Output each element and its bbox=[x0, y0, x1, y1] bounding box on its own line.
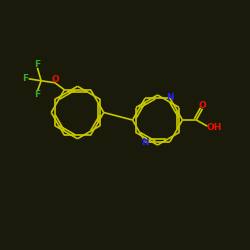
Text: N: N bbox=[166, 93, 174, 102]
Text: O: O bbox=[51, 75, 59, 84]
Text: F: F bbox=[22, 74, 28, 83]
Text: F: F bbox=[34, 90, 40, 99]
Text: OH: OH bbox=[207, 123, 222, 132]
Text: N: N bbox=[141, 138, 149, 147]
Text: F: F bbox=[34, 60, 40, 69]
Text: O: O bbox=[198, 101, 206, 110]
